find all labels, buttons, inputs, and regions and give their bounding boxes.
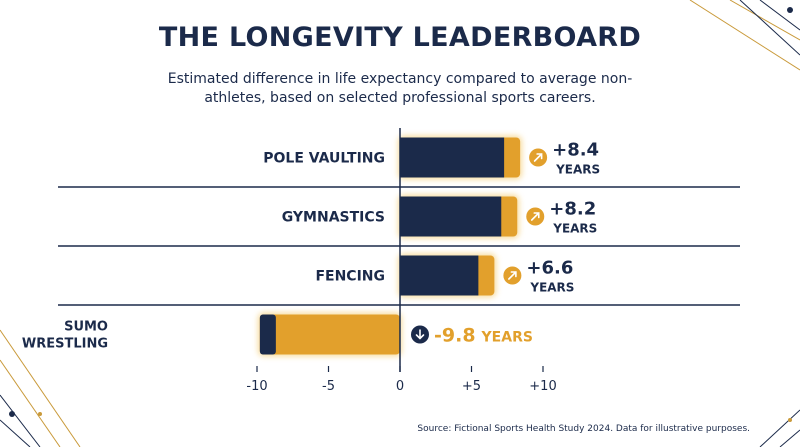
chart-title: THE LONGEVITY LEADERBOARD [158,22,642,53]
x-tick-label: +10 [529,379,556,394]
arrow-up-right-icon [526,207,545,226]
value-number: +6.6 [526,258,573,279]
category-label: GYMNASTICS [282,210,385,226]
value-number: +8.4 [552,140,599,161]
chart-subtitle: Estimated difference in life expectancy … [167,71,633,106]
value-number: -9.8 [434,325,476,347]
x-tick-label: 0 [396,379,404,394]
category-label: SUMO [64,320,108,335]
category-label: POLE VAULTING [263,151,385,167]
bar-gymnastics [398,194,520,239]
arrow-up-right-icon [503,266,522,285]
arrow-down-icon [411,325,429,344]
bar-body [400,255,479,296]
bar-sumo-wrestling [257,312,402,357]
category-label: WRESTLING [22,337,108,352]
bar-body [259,314,400,355]
bar-pole-vaulting [398,135,523,180]
value-number: +8.2 [549,199,596,220]
x-tick-label: -10 [246,379,267,394]
category-label: FENCING [315,269,385,285]
value-unit: YEARS [529,281,574,295]
bar-fencing [398,253,497,298]
x-tick-label: -5 [322,379,335,394]
bar-body [400,196,502,237]
value-unit: YEARS [552,222,597,236]
x-tick-label: +5 [462,379,481,394]
value-unit: YEARS [481,330,533,346]
bar-cap [259,314,276,355]
arrow-up-right-icon [529,148,548,167]
bar-body [400,137,505,178]
value-unit: YEARS [555,163,600,177]
source-note: Source: Fictional Sports Health Study 20… [417,424,750,434]
value-label: -9.8 YEARS [434,325,533,347]
